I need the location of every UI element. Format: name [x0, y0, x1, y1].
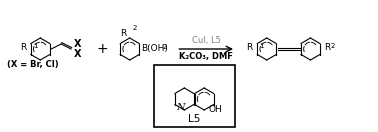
- Text: R: R: [20, 44, 26, 53]
- Bar: [153, 65, 235, 127]
- Text: L5: L5: [188, 114, 200, 124]
- Text: B(OH): B(OH): [142, 44, 169, 53]
- Text: N: N: [176, 103, 184, 112]
- Text: +: +: [96, 42, 108, 56]
- Text: 2: 2: [331, 43, 335, 49]
- Text: K₂CO₃, DMF: K₂CO₃, DMF: [179, 51, 233, 60]
- Text: OH: OH: [208, 105, 222, 114]
- Text: 2: 2: [163, 44, 167, 50]
- Text: X: X: [74, 49, 82, 59]
- Text: CuI, L5: CuI, L5: [192, 37, 221, 46]
- Text: R: R: [246, 44, 253, 53]
- Text: 2: 2: [132, 25, 136, 31]
- Text: R: R: [121, 29, 127, 37]
- Text: 1: 1: [259, 43, 264, 49]
- Text: R: R: [324, 44, 331, 53]
- Text: X: X: [74, 39, 82, 49]
- Text: 1: 1: [33, 43, 37, 49]
- Text: (X = Br, Cl): (X = Br, Cl): [6, 60, 58, 69]
